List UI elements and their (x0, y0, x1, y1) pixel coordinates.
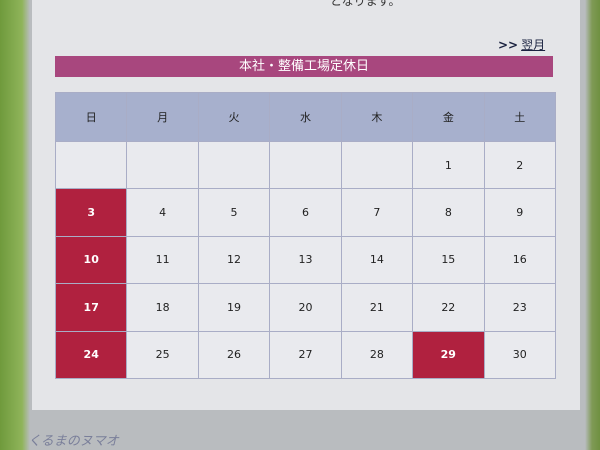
weekday-header: 金 (412, 92, 485, 142)
calendar-day: 12 (197, 235, 271, 285)
calendar-day: 27 (269, 330, 342, 380)
calendar-day: 21 (340, 283, 414, 332)
calendar-day: 18 (126, 283, 199, 332)
calendar-day: 19 (197, 283, 271, 332)
calendar-empty-cell (54, 140, 128, 190)
next-month-link[interactable]: >> 翌月 (498, 36, 545, 53)
calendar-day: 8 (412, 188, 485, 237)
calendar-day: 20 (269, 283, 342, 332)
calendar-day: 4 (126, 188, 199, 237)
calendar-day: 14 (340, 235, 414, 285)
calendar-day: 29 (412, 330, 485, 380)
calendar-empty-cell (340, 140, 414, 190)
weekday-header: 土 (483, 92, 557, 142)
calendar-day: 26 (197, 330, 271, 380)
next-month-label: 翌月 (521, 38, 546, 52)
calendar-day: 23 (483, 283, 557, 332)
calendar-day: 28 (340, 330, 414, 380)
calendar-day: 10 (54, 235, 128, 285)
weekday-header: 火 (197, 92, 271, 142)
calendar-empty-cell (197, 140, 271, 190)
calendar-day: 16 (483, 235, 557, 285)
calendar-day: 2 (483, 140, 557, 190)
footer-heading: くるまのヌマオ (28, 434, 119, 449)
calendar-day: 22 (412, 283, 485, 332)
calendar-day: 9 (483, 188, 557, 237)
calendar-empty-cell (126, 140, 199, 190)
calendar-day: 6 (269, 188, 342, 237)
calendar-day: 3 (54, 188, 128, 237)
calendar-day: 1 (412, 140, 485, 190)
calendar-day: 30 (483, 330, 557, 380)
calendar-day: 11 (126, 235, 199, 285)
calendar-day: 7 (340, 188, 414, 237)
calendar-empty-cell (269, 140, 342, 190)
calendar-day: 24 (54, 330, 128, 380)
calendar-week: 10 11 12 13 14 15 16 (54, 235, 557, 285)
calendar-day: 5 (197, 188, 271, 237)
calendar-day: 13 (269, 235, 342, 285)
calendar-title: 本社・整備工場定休日 (55, 56, 553, 77)
calendar-day: 25 (126, 330, 199, 380)
weekday-header: 月 (126, 92, 199, 142)
double-chevron-right-icon: >> (498, 38, 519, 52)
notice-text: となります。 (330, 0, 401, 8)
weekday-header: 水 (269, 92, 342, 142)
weekday-header: 木 (340, 92, 414, 142)
calendar-day: 17 (54, 283, 128, 332)
calendar-day: 15 (412, 235, 485, 285)
weekday-header: 日 (54, 92, 128, 142)
holiday-calendar: 日月火水木金土 1 2 3 4 5 6 7 8 9 10 11 12 13 14 15 16 17 18 19 20 2… (54, 92, 557, 380)
calendar-week: 17 18 19 20 21 22 23 (54, 283, 557, 332)
calendar-week: 24 25 26 27 28 29 30 (54, 330, 557, 380)
